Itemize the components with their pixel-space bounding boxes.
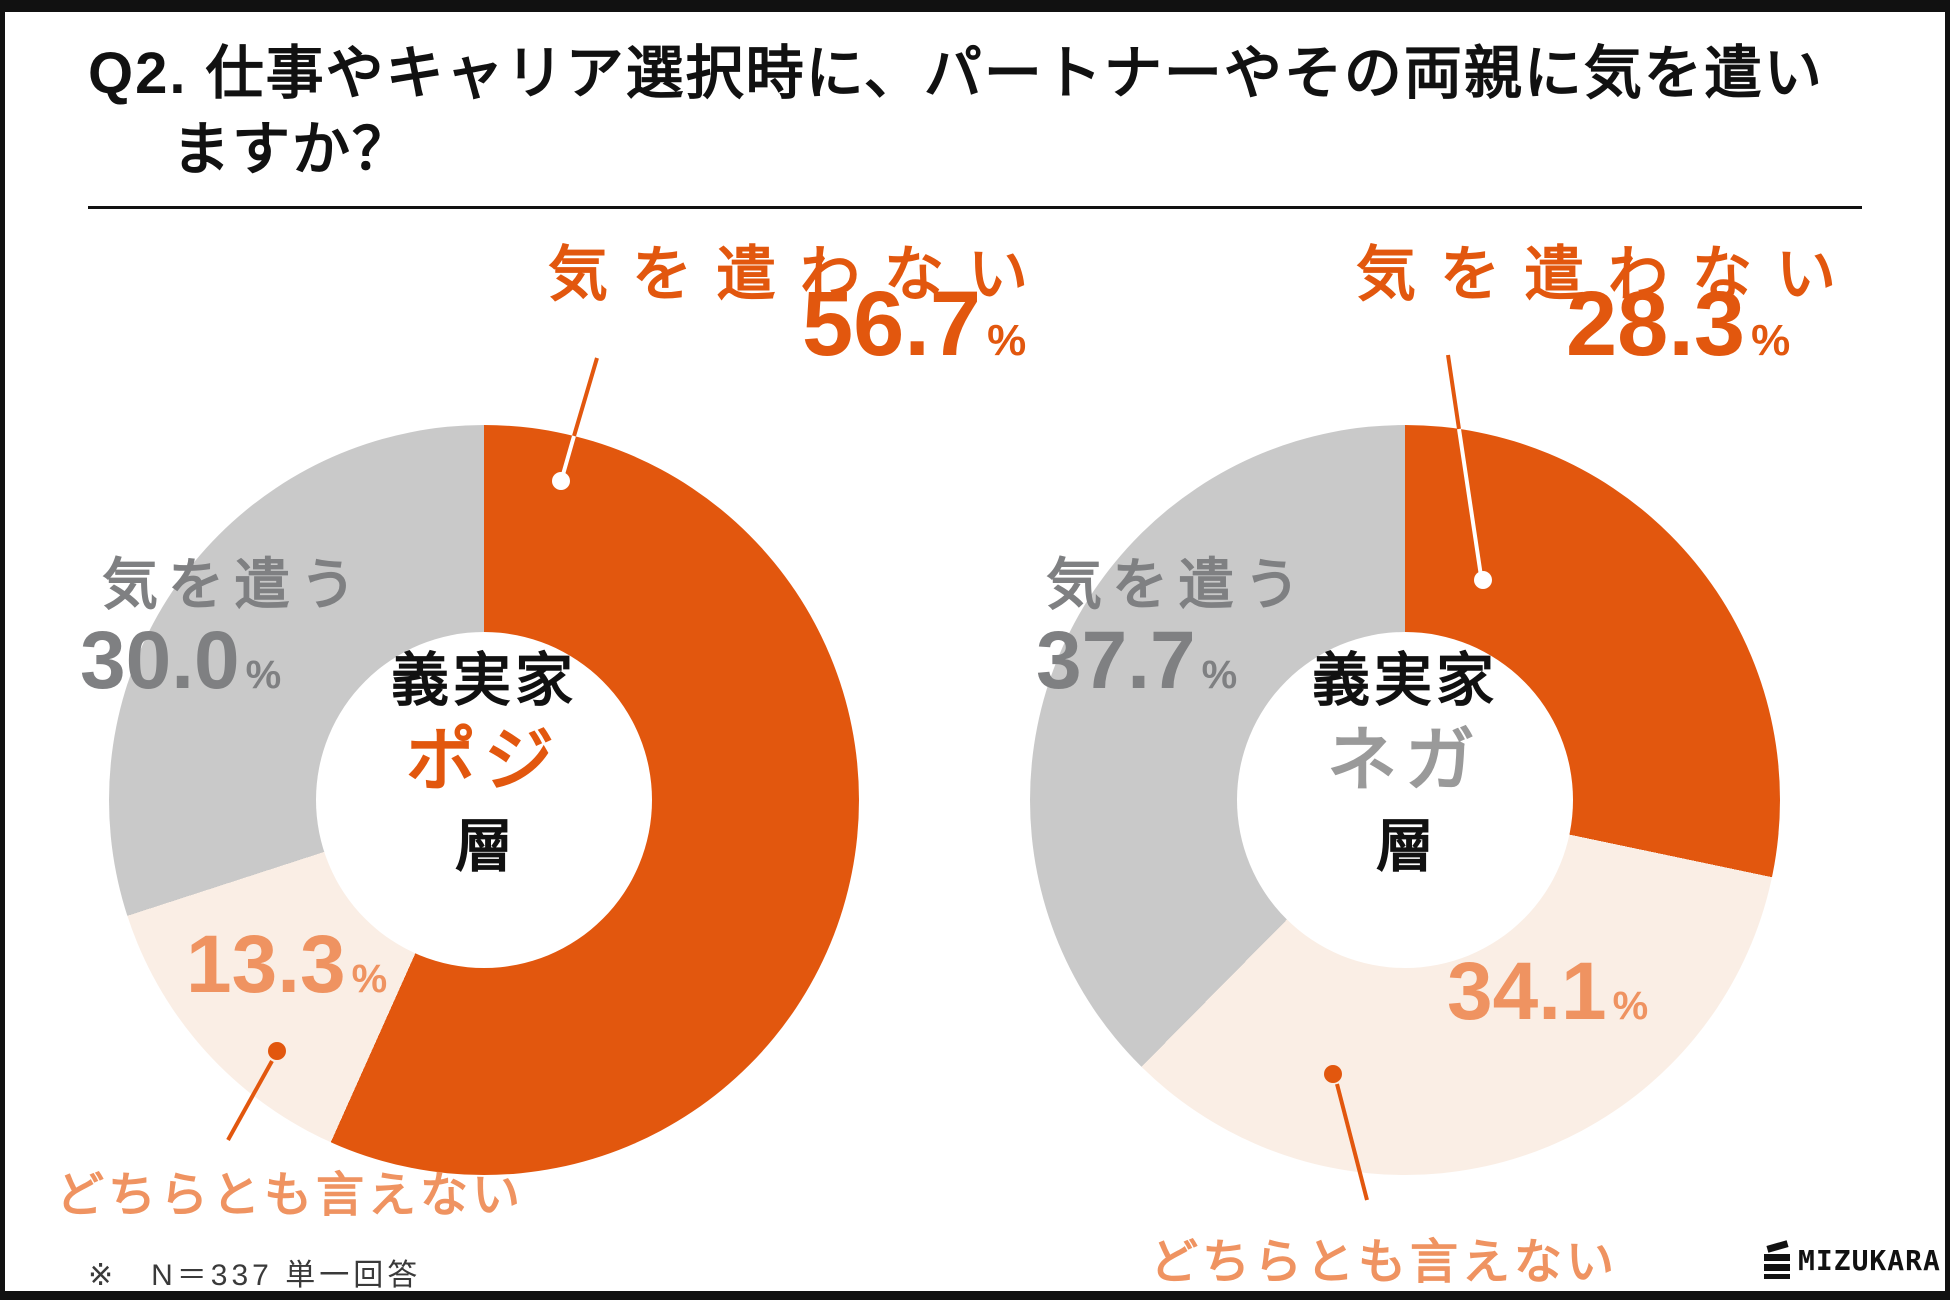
donut-chart-poji bbox=[109, 425, 859, 1175]
mizukara-logo-text: MIZUKARA bbox=[1798, 1243, 1941, 1277]
value-neither-left: 13.3% bbox=[186, 918, 387, 1012]
leader-line-no-care-right bbox=[1446, 354, 1461, 430]
title-underline bbox=[88, 206, 1862, 209]
value-number: 30.0 bbox=[80, 615, 240, 706]
label-care-right: 気を遣う bbox=[1046, 553, 1310, 616]
center-label-line3: 層 bbox=[1375, 814, 1434, 879]
value-number: 37.7 bbox=[1036, 615, 1196, 706]
center-label-line3: 層 bbox=[454, 814, 513, 879]
value-number: 28.3 bbox=[1566, 273, 1746, 375]
label-no-care-right: 気を遣わない bbox=[1356, 241, 1860, 308]
percent-sign: % bbox=[1201, 653, 1238, 697]
center-label-line2: ネガ bbox=[1327, 721, 1483, 799]
value-number: 56.7 bbox=[802, 273, 982, 375]
footnote-sample-size: ※ N＝337 単一回答 bbox=[88, 1259, 422, 1292]
leader-line-no-care-left bbox=[572, 357, 599, 437]
percent-sign: % bbox=[1612, 984, 1649, 1028]
question-title: Q2. 仕事やキャリア選択時に、パートナーやその両親に気を遣い ますか？ bbox=[88, 36, 1824, 188]
donut-center-label-nega: 義実家 ネガ 層 bbox=[1255, 648, 1555, 888]
frame-border-right bbox=[1945, 0, 1950, 1300]
value-care-right: 37.7% bbox=[1036, 614, 1237, 708]
frame-border-top bbox=[0, 0, 1950, 12]
value-number: 34.1 bbox=[1447, 946, 1607, 1037]
label-care-left: 気を遣う bbox=[102, 553, 366, 616]
value-number: 13.3 bbox=[186, 919, 346, 1010]
center-label-line2: ポジ bbox=[406, 721, 562, 799]
question-title-line1: Q2. 仕事やキャリア選択時に、パートナーやその両親に気を遣い bbox=[88, 41, 1824, 106]
donut-center-label-poji: 義実家 ポジ 層 bbox=[334, 648, 634, 888]
percent-sign: % bbox=[351, 957, 388, 1001]
value-no-care-left: 56.7% bbox=[802, 272, 1026, 377]
donut-chart-nega bbox=[1030, 425, 1780, 1175]
center-label-line1: 義実家 bbox=[390, 648, 577, 713]
frame-border-bottom bbox=[0, 1291, 1950, 1300]
frame-border-left bbox=[0, 0, 5, 1300]
brand-logo: MIZUKARA bbox=[1762, 1240, 1941, 1279]
label-neither-right: どちらとも言えない bbox=[1150, 1236, 1619, 1289]
value-neither-right: 34.1% bbox=[1447, 945, 1648, 1039]
value-no-care-right: 28.3% bbox=[1566, 272, 1790, 377]
question-title-line2: ますか？ bbox=[172, 117, 413, 182]
value-care-left: 30.0% bbox=[80, 614, 281, 708]
percent-sign: % bbox=[245, 653, 282, 697]
center-label-line1: 義実家 bbox=[1311, 648, 1498, 713]
percent-sign: % bbox=[987, 316, 1027, 365]
percent-sign: % bbox=[1751, 316, 1791, 365]
mizukara-logo-icon bbox=[1762, 1240, 1792, 1279]
label-no-care-left: 気を遣わない bbox=[548, 241, 1052, 308]
label-neither-left: どちらとも言えない bbox=[56, 1169, 525, 1222]
